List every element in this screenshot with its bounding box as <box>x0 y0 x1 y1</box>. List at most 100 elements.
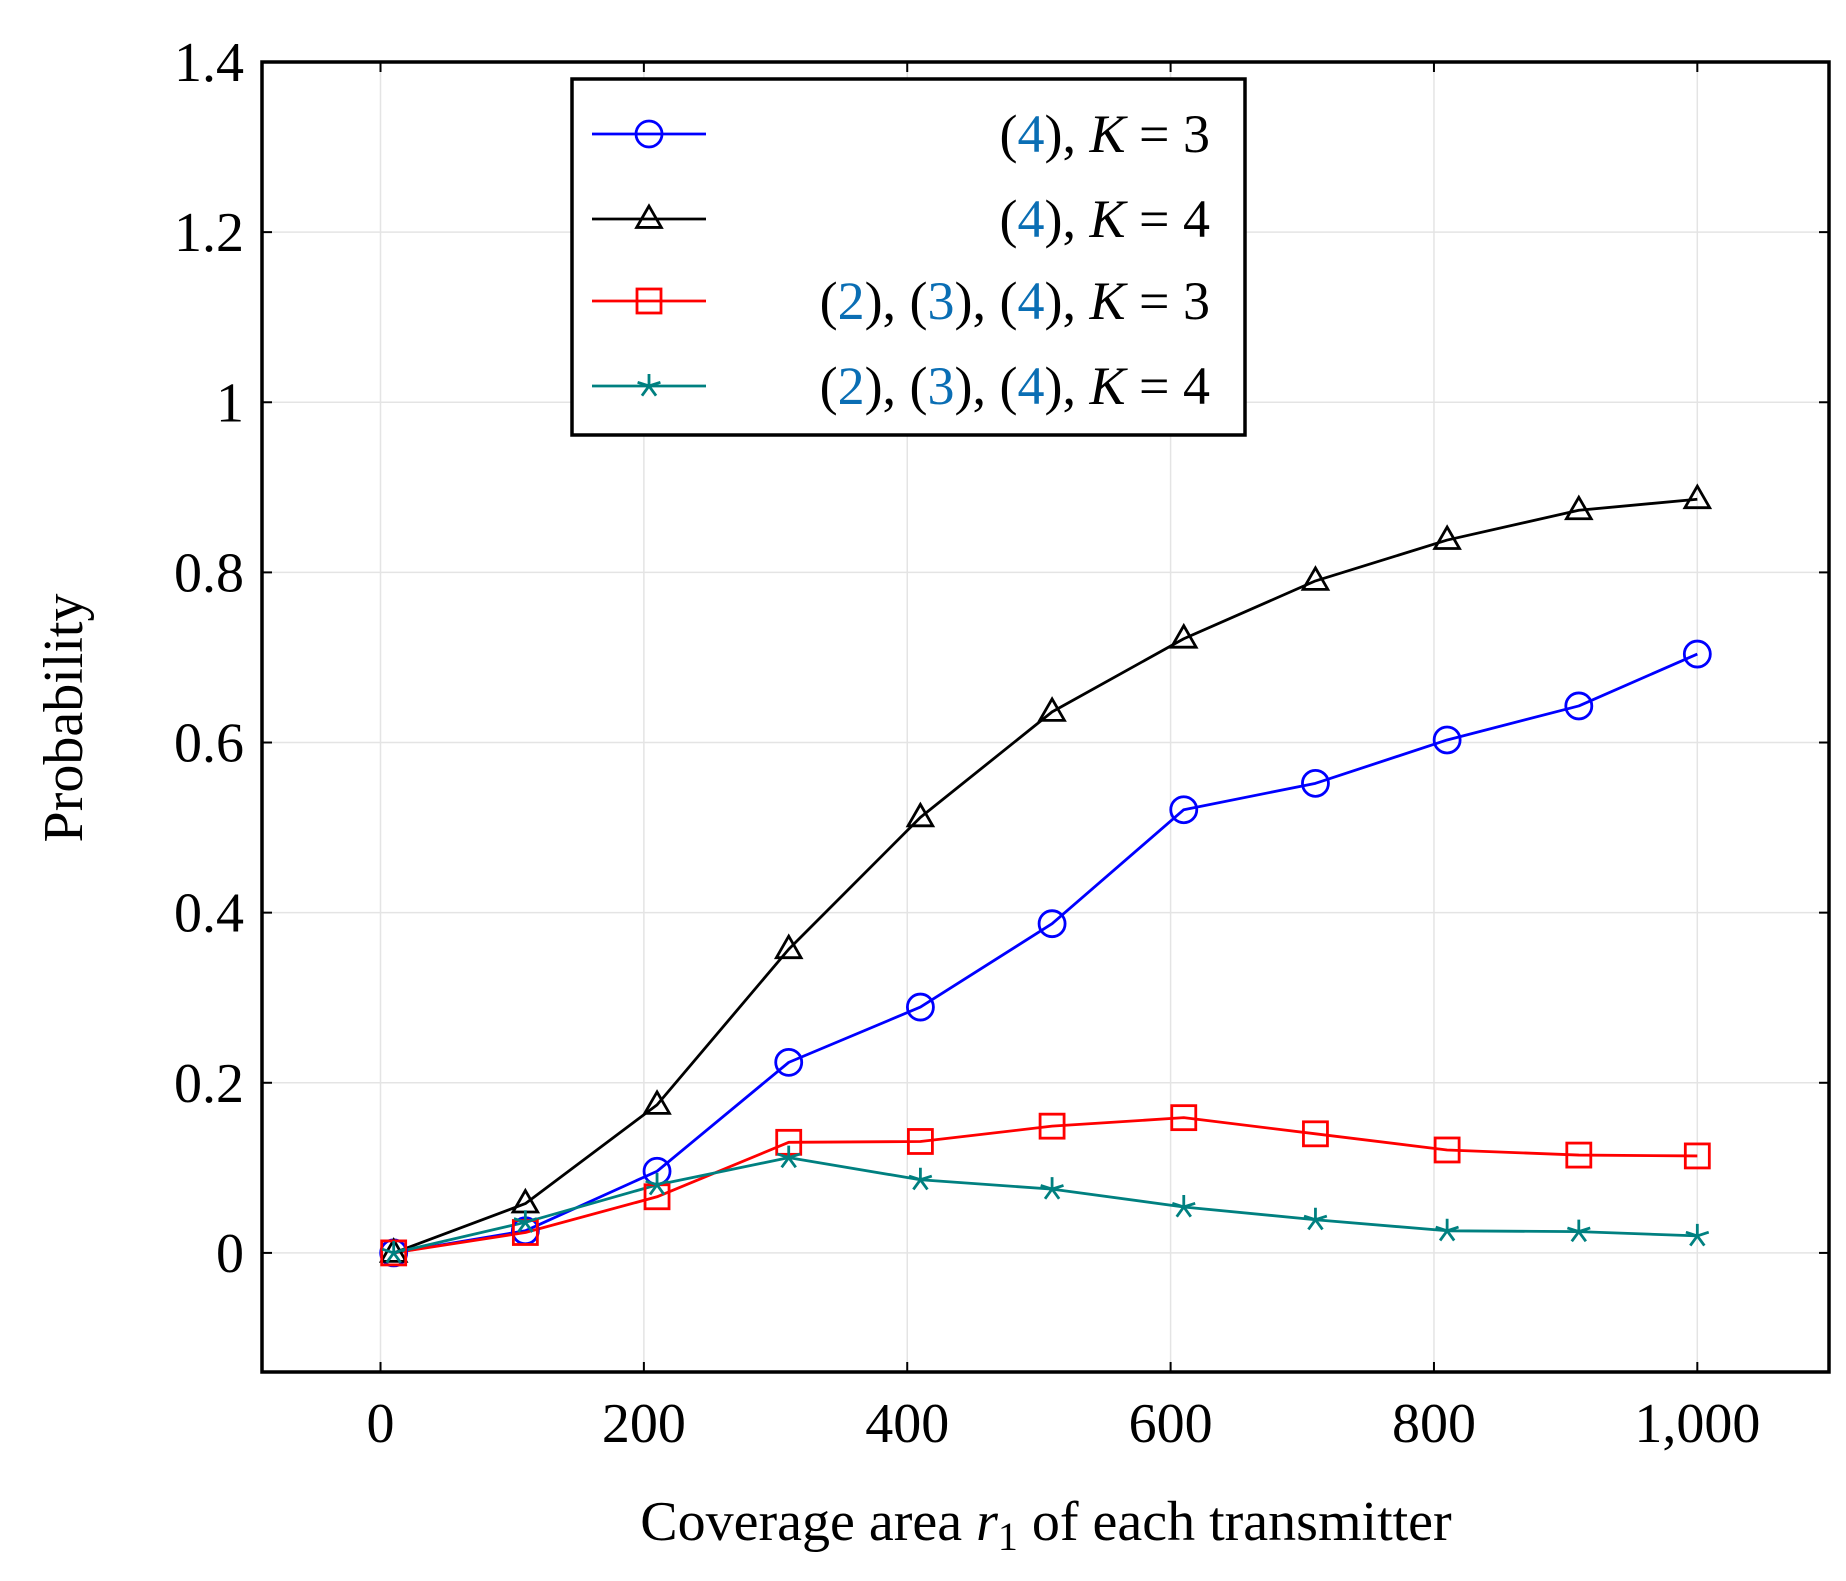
x-tick-label: 400 <box>865 1393 949 1455</box>
data-point-4-k-4 <box>1682 483 1713 510</box>
legend-equation-ref: 3 <box>928 356 955 416</box>
legend-equation-ref: 4 <box>1018 356 1045 416</box>
legend-text-part: = 3 <box>1126 104 1210 164</box>
series-line-4-k-3 <box>393 652 1698 1255</box>
data-point-2-3-4-k-4 <box>1566 1219 1591 1243</box>
legend-label-2-3-4-k-4: (2), (3), (4), K = 4 <box>820 356 1210 416</box>
data-point-2-3-4-k-3 <box>1038 1112 1066 1140</box>
legend-equation-ref: 2 <box>838 356 865 416</box>
y-tick-label: 1.4 <box>174 32 244 94</box>
data-point-4-k-4 <box>1432 524 1462 550</box>
legend-equation-ref: 4 <box>1018 271 1045 331</box>
data-point-2-3-4-k-3 <box>380 1239 408 1267</box>
y-tick-label: 0 <box>216 1223 244 1285</box>
data-point-4-k-4 <box>1037 696 1067 722</box>
legend-text-part: ( <box>820 271 838 331</box>
legend-label-2-3-4-k-3: (2), (3), (4), K = 3 <box>820 271 1210 331</box>
x-axis-label-prefix: Coverage area <box>640 1491 976 1553</box>
data-point-2-3-4-k-4 <box>1435 1218 1459 1242</box>
data-point-4-k-3 <box>774 1047 804 1077</box>
y-tick-label: 1 <box>216 372 244 434</box>
data-point-2-3-4-k-4 <box>776 1145 801 1169</box>
series-line-2-3-4-k-3 <box>393 1116 1698 1255</box>
legend-equation-ref: 4 <box>1018 104 1045 164</box>
legend-variable: K <box>1089 189 1129 249</box>
legend-equation-ref: 2 <box>838 271 865 331</box>
legend-marker-2-3-4-k-4 <box>637 374 661 397</box>
data-point-2-3-4-k-4 <box>381 1240 406 1264</box>
data-point-2-3-4-k-3 <box>1565 1141 1593 1169</box>
x-tick-label: 1,000 <box>1634 1393 1760 1455</box>
legend-text-part: ( <box>820 356 838 416</box>
data-point-4-k-3 <box>1301 768 1330 798</box>
legend-text-part: ), <box>1045 189 1090 249</box>
data-point-4-k-3 <box>1432 725 1462 755</box>
x-tick-label: 600 <box>1129 1393 1213 1455</box>
plot-frame <box>260 60 1831 1374</box>
data-point-4-k-3 <box>1564 691 1594 721</box>
legend-text-part: = 4 <box>1126 356 1210 416</box>
x-axis-label-subscript: 1 <box>998 1514 1018 1559</box>
legend-text-part: ), <box>1045 271 1090 331</box>
data-point-2-3-4-k-4 <box>645 1172 669 1196</box>
legend-variable: K <box>1089 356 1129 416</box>
y-tick-label: 1.2 <box>174 202 244 264</box>
y-tick-label: 0.2 <box>174 1053 244 1115</box>
data-point-2-3-4-k-4 <box>908 1167 933 1191</box>
legend-marker-4-k-4 <box>634 203 664 229</box>
data-point-4-k-4 <box>773 933 804 960</box>
data-point-2-3-4-k-3 <box>1170 1104 1198 1132</box>
legend-equation-ref: 4 <box>1018 189 1045 249</box>
legend-equation-ref: 3 <box>928 271 955 331</box>
data-point-4-k-4 <box>1564 494 1594 521</box>
x-axis-label-variable: r <box>976 1491 998 1553</box>
series-markers <box>378 483 1713 1268</box>
series-line-4-k-4 <box>393 497 1698 1255</box>
data-point-4-k-4 <box>905 801 936 828</box>
legend: (4), K = 3(4), K = 4(2), (3), (4), K = 3… <box>570 77 1247 437</box>
data-point-4-k-3 <box>1037 909 1067 939</box>
x-axis-label-suffix: of each transmitter <box>1018 1491 1452 1553</box>
y-tick-label: 0.8 <box>174 542 244 604</box>
x-axis-label: Coverage area r1 of each transmitter <box>640 1491 1452 1559</box>
legend-text-part: ), ( <box>865 356 928 416</box>
data-point-4-k-4 <box>642 1089 672 1115</box>
y-tick-label: 0.6 <box>174 713 244 775</box>
legend-box <box>570 77 1247 437</box>
data-point-2-3-4-k-4 <box>1303 1207 1328 1231</box>
legend-marker-4-k-3 <box>634 119 664 149</box>
axis-ticks: 0 200 400 600 800 1,000 0 0.2 0.4 0.6 0.8 1 1.2 1.4 <box>174 32 1829 1455</box>
data-point-2-3-4-k-4 <box>513 1210 538 1233</box>
data-point-2-3-4-k-3 <box>1433 1136 1461 1164</box>
data-point-2-3-4-k-3 <box>907 1128 934 1155</box>
legend-variable: K <box>1089 104 1129 164</box>
x-tick-label: 200 <box>602 1393 686 1455</box>
data-point-2-3-4-k-4 <box>1040 1177 1064 1200</box>
data-point-2-3-4-k-3 <box>1683 1142 1711 1170</box>
legend-text-part: ), ( <box>865 271 928 331</box>
legend-label-4-k-3: (4), K = 3 <box>1000 104 1210 164</box>
data-point-4-k-3 <box>1169 795 1199 825</box>
legend-text-part: ( <box>1000 104 1018 164</box>
legend-marker-2-3-4-k-3 <box>635 287 663 315</box>
legend-text-part: = 3 <box>1126 271 1210 331</box>
data-point-4-k-3 <box>1682 639 1712 669</box>
y-tick-label: 0.4 <box>174 883 244 945</box>
legend-text-part: ), ( <box>955 356 1018 416</box>
data-point-4-k-4 <box>1168 622 1199 649</box>
data-point-4-k-3 <box>906 992 935 1022</box>
legend-text-part: ( <box>1000 189 1018 249</box>
y-axis-label: Probability <box>33 594 95 843</box>
x-tick-label: 800 <box>1392 1393 1476 1455</box>
data-point-2-3-4-k-3 <box>1302 1120 1329 1148</box>
legend-label-4-k-4: (4), K = 4 <box>1000 189 1210 249</box>
data-point-2-3-4-k-4 <box>1685 1223 1710 1247</box>
data-point-2-3-4-k-4 <box>1171 1194 1196 1218</box>
legend-text-part: ), <box>1045 356 1090 416</box>
data-point-4-k-4 <box>1300 565 1331 591</box>
legend-text-part: ), <box>1045 104 1090 164</box>
legend-text-part: ), ( <box>955 271 1018 331</box>
legend-variable: K <box>1089 271 1129 331</box>
legend-text-part: = 4 <box>1126 189 1210 249</box>
